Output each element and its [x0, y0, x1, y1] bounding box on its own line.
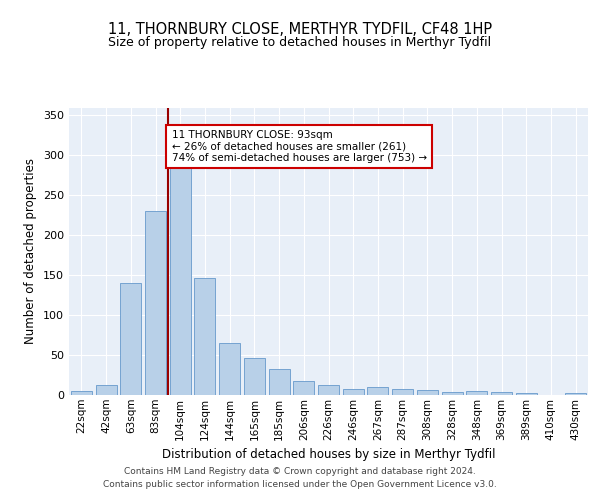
Bar: [145, 210, 166, 395]
Y-axis label: Number of detached properties: Number of detached properties: [25, 158, 37, 344]
Bar: [269, 368, 290, 395]
Bar: [244, 358, 265, 395]
Bar: [565, 394, 586, 395]
Bar: [293, 382, 314, 395]
Text: Contains HM Land Registry data © Crown copyright and database right 2024.
Contai: Contains HM Land Registry data © Crown c…: [103, 468, 497, 489]
Bar: [120, 283, 141, 395]
Bar: [442, 392, 463, 395]
Bar: [491, 392, 512, 395]
Bar: [170, 168, 191, 395]
Bar: [516, 392, 537, 395]
X-axis label: Distribution of detached houses by size in Merthyr Tydfil: Distribution of detached houses by size …: [162, 448, 495, 461]
Bar: [71, 391, 92, 395]
Bar: [417, 390, 438, 395]
Text: Size of property relative to detached houses in Merthyr Tydfil: Size of property relative to detached ho…: [109, 36, 491, 49]
Bar: [219, 343, 240, 395]
Text: 11, THORNBURY CLOSE, MERTHYR TYDFIL, CF48 1HP: 11, THORNBURY CLOSE, MERTHYR TYDFIL, CF4…: [108, 22, 492, 38]
Text: 11 THORNBURY CLOSE: 93sqm
← 26% of detached houses are smaller (261)
74% of semi: 11 THORNBURY CLOSE: 93sqm ← 26% of detac…: [172, 130, 427, 163]
Bar: [194, 278, 215, 395]
Bar: [392, 390, 413, 395]
Bar: [367, 387, 388, 395]
Bar: [466, 391, 487, 395]
Bar: [343, 388, 364, 395]
Bar: [95, 384, 116, 395]
Bar: [318, 386, 339, 395]
